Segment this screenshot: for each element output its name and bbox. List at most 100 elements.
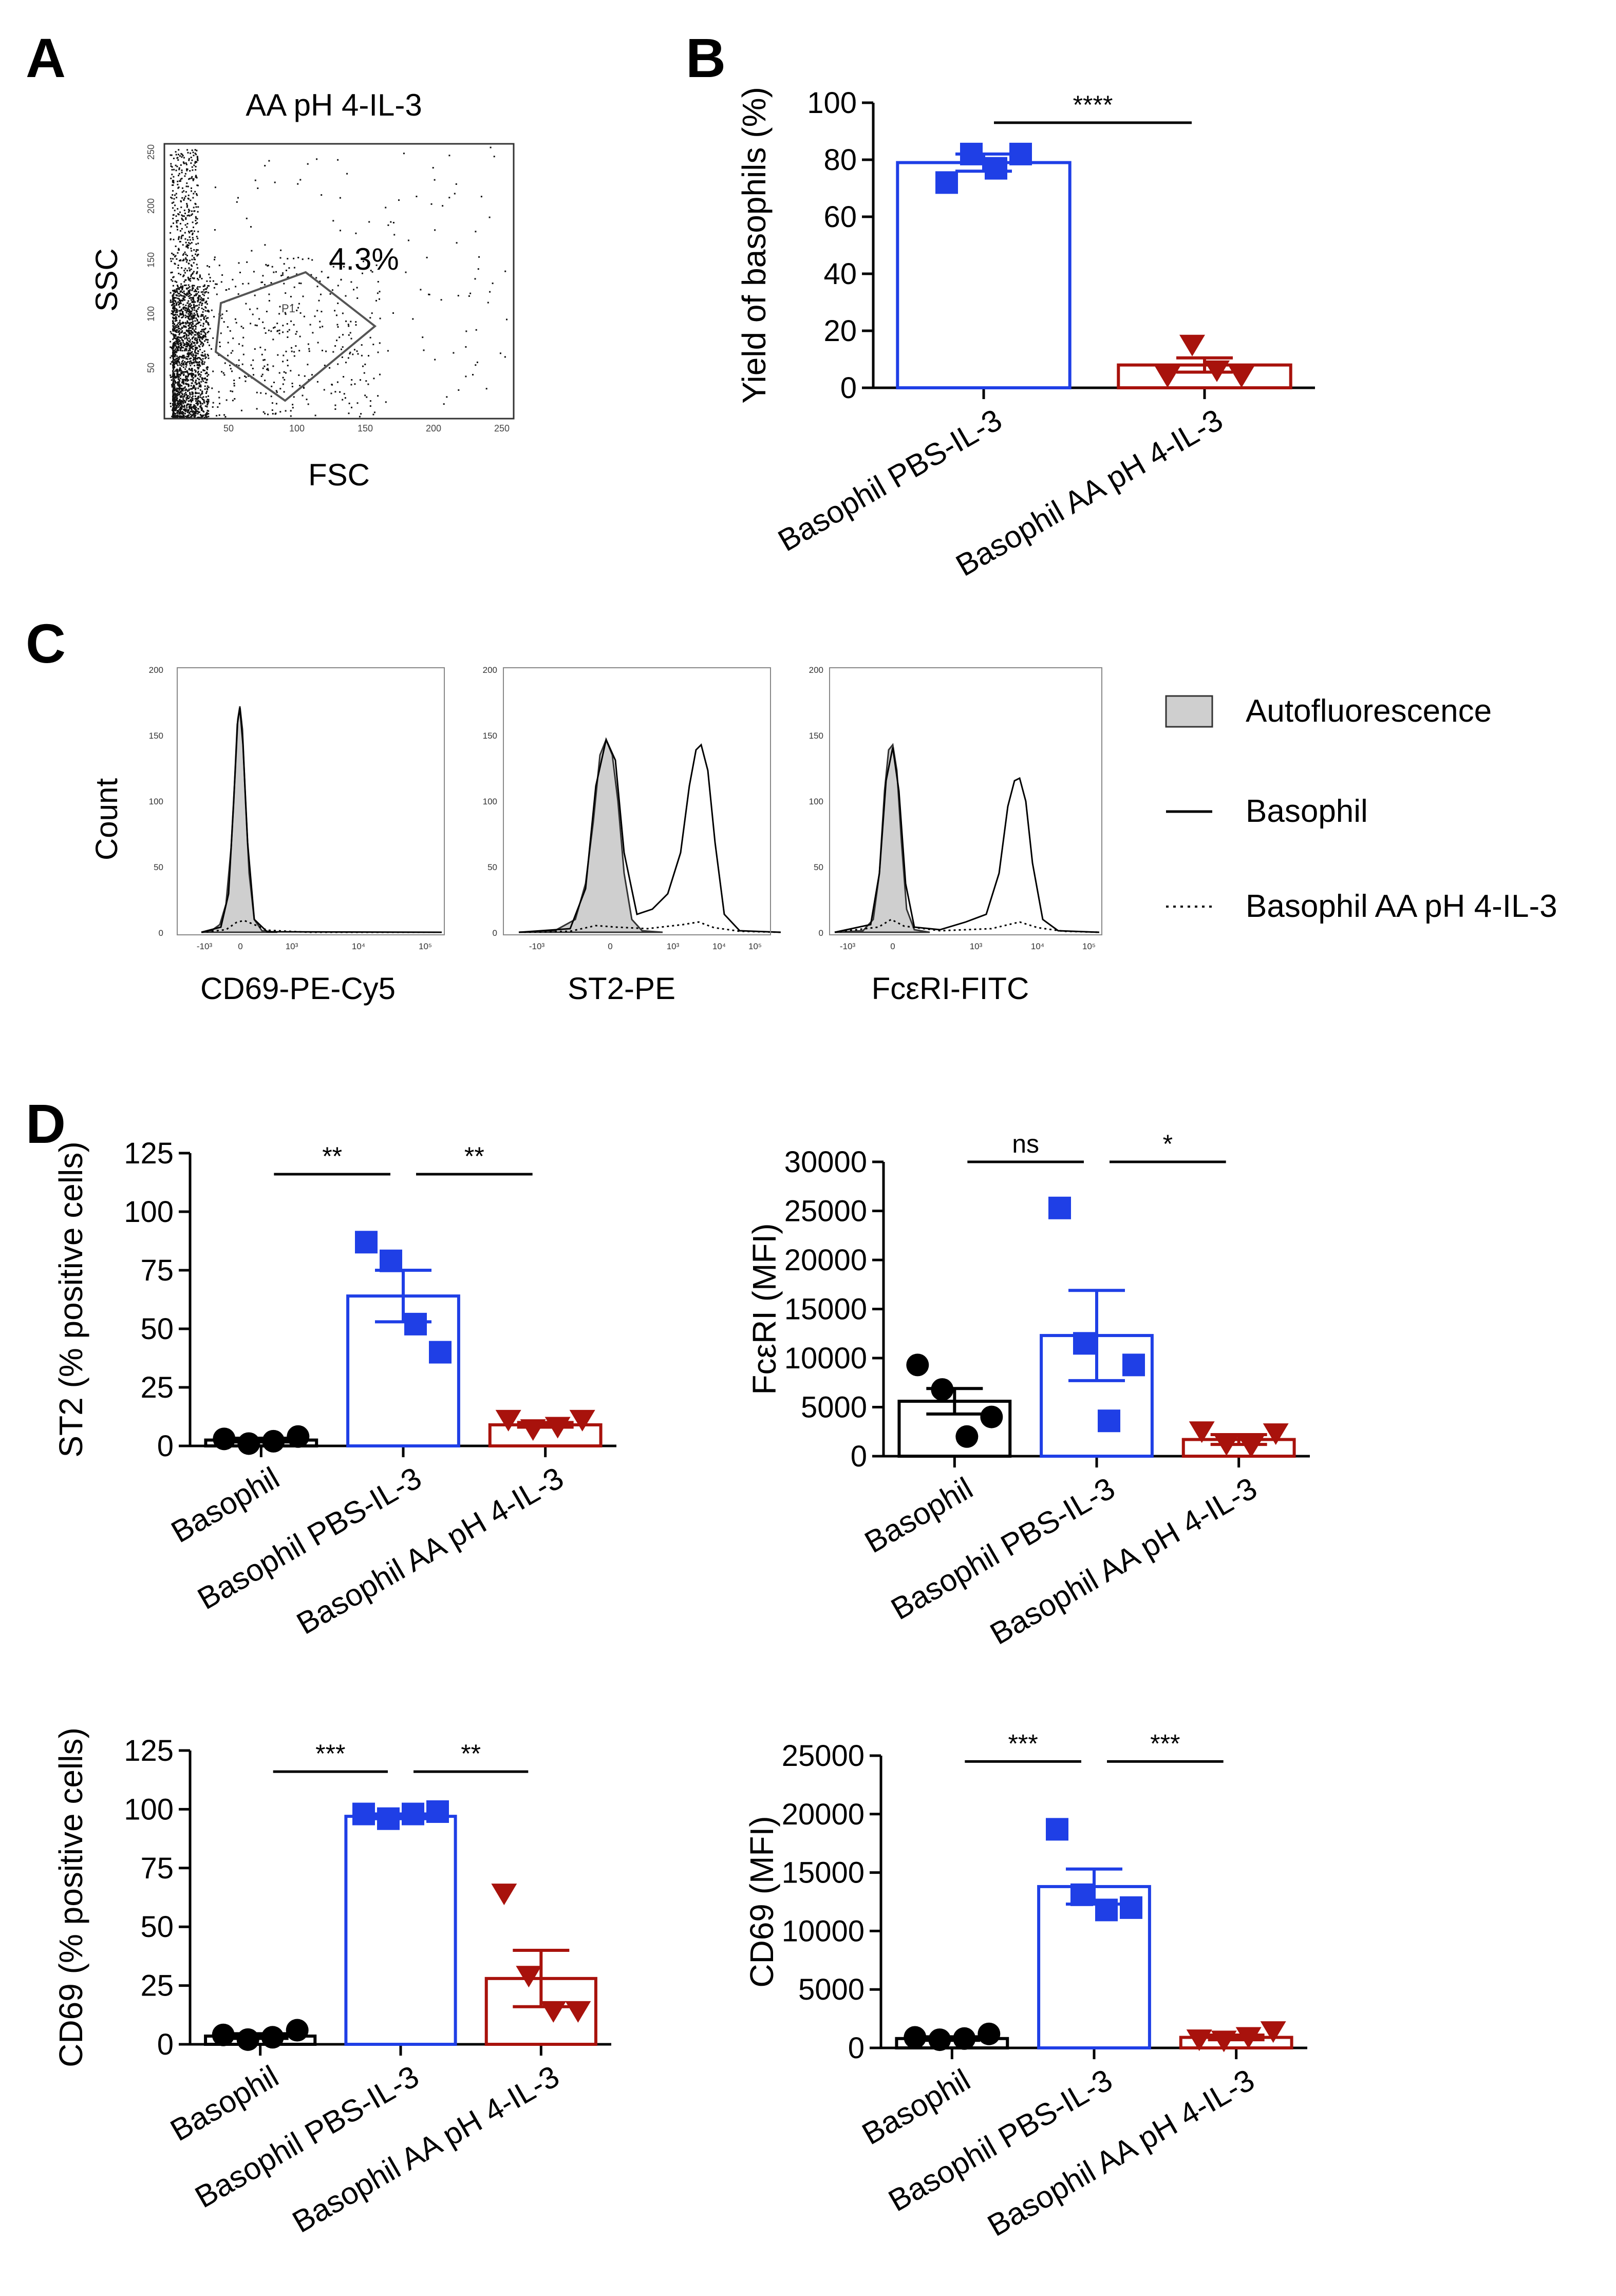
- flow-event-dot: [189, 411, 191, 413]
- flow-event-dot: [189, 306, 191, 308]
- flow-event-dot: [291, 304, 293, 306]
- flow-event-dot: [233, 385, 235, 387]
- data-point: [404, 1312, 427, 1335]
- flow-event-dot: [176, 360, 178, 362]
- flow-event-dot: [299, 335, 301, 337]
- flow-event-dot: [348, 334, 350, 336]
- flow-event-dot: [195, 357, 197, 360]
- flow-event-dot: [204, 340, 206, 342]
- flow-event-dot: [271, 266, 273, 268]
- flow-event-dot: [173, 407, 175, 409]
- flow-event-dot: [192, 152, 194, 154]
- flow-event-dot: [232, 278, 234, 280]
- flow-event-dot: [178, 392, 180, 393]
- flow-event-dot: [184, 232, 186, 234]
- flow-event-dot: [195, 251, 197, 253]
- flow-event-dot: [228, 288, 230, 290]
- flow-event-dot: [188, 343, 190, 345]
- flow-event-dot: [311, 374, 313, 376]
- flow-event-dot: [278, 372, 280, 374]
- flow-event-dot: [208, 413, 210, 415]
- data-point: [1095, 1898, 1118, 1922]
- flow-event-dot: [176, 374, 178, 376]
- flow-event-dot: [472, 374, 474, 375]
- flow-event-dot: [192, 288, 194, 290]
- flow-event-dot: [199, 365, 201, 367]
- flow-event-dot: [504, 356, 506, 358]
- flow-event-dot: [206, 385, 209, 387]
- flow-event-dot: [191, 265, 193, 267]
- flow-event-dot: [185, 349, 187, 351]
- data-point: [980, 1405, 1003, 1428]
- flow-event-dot: [365, 380, 367, 382]
- flow-event-dot: [178, 238, 180, 240]
- flow-event-dot: [230, 368, 232, 370]
- flow-event-dot: [202, 380, 204, 382]
- y-tick-label: 100: [807, 86, 857, 120]
- significance-label: ns: [1012, 1130, 1039, 1158]
- histogram-st2: 0 50 100 150 200 -10³ 0 10³ 10⁴ 10⁵ ST2-…: [483, 665, 781, 1006]
- histogram-x-tick: 10⁴: [712, 942, 726, 951]
- flow-event-dot: [187, 290, 190, 292]
- flow-event-dot: [185, 371, 186, 373]
- data-point: [1098, 1409, 1120, 1433]
- flow-event-dot: [187, 211, 190, 213]
- flow-event-dot: [173, 290, 175, 291]
- flow-event-dot: [170, 165, 172, 167]
- flow-event-dot: [334, 404, 336, 406]
- flow-event-dot: [342, 399, 344, 401]
- flow-event-dot: [292, 404, 294, 406]
- flow-event-dot: [275, 403, 277, 405]
- flow-event-dot: [171, 252, 173, 254]
- flow-event-dot: [285, 350, 287, 352]
- flow-event-dot: [177, 286, 179, 288]
- flow-event-dot: [174, 354, 176, 356]
- flow-event-dot: [180, 373, 182, 375]
- flow-event-dot: [176, 347, 178, 349]
- flow-event-dot: [291, 386, 293, 388]
- flow-event-dot: [187, 356, 190, 357]
- flow-event-dot: [180, 415, 181, 417]
- legend-autofluorescence-swatch: [1165, 695, 1213, 728]
- flow-event-dot: [186, 270, 188, 272]
- flow-event-dot: [198, 304, 200, 306]
- flow-event-dot: [183, 344, 185, 346]
- flow-event-dot: [205, 319, 207, 322]
- data-point: [1229, 366, 1254, 388]
- flow-event-dot: [198, 365, 200, 366]
- flow-event-dot: [185, 383, 187, 385]
- flow-event-dot: [191, 318, 193, 321]
- flow-event-dot: [199, 406, 201, 408]
- flow-event-dot: [179, 378, 181, 380]
- flow-event-dot: [181, 356, 183, 357]
- flow-event-dot: [179, 155, 181, 157]
- flow-event-dot: [303, 315, 305, 317]
- flow-event-dot: [179, 241, 181, 243]
- flow-event-dot: [261, 281, 264, 283]
- flow-event-dot: [195, 370, 197, 372]
- flow-event-dot: [204, 328, 206, 330]
- flow-event-dot: [185, 363, 187, 365]
- flow-event-dot: [177, 229, 178, 231]
- flow-event-dot: [173, 176, 175, 178]
- flow-event-dot: [252, 368, 254, 369]
- flow-event-dot: [205, 400, 208, 402]
- flow-event-dot: [181, 156, 183, 158]
- flow-event-dot: [185, 336, 187, 338]
- flow-event-dot: [186, 405, 187, 407]
- flow-event-dot: [267, 413, 269, 416]
- flow-event-dot: [199, 336, 201, 338]
- flow-event-dot: [370, 270, 372, 272]
- flow-event-dot: [193, 407, 195, 409]
- flow-event-dot: [189, 269, 191, 271]
- flow-event-dot: [264, 412, 266, 415]
- flow-event-dot: [183, 373, 185, 375]
- flow-event-dot: [283, 263, 285, 265]
- flow-event-dot: [312, 332, 314, 334]
- flow-event-dot: [208, 273, 210, 275]
- flow-event-dot: [183, 292, 185, 294]
- flow-event-dot: [179, 259, 181, 261]
- flow-event-dot: [347, 324, 349, 326]
- flow-event-dot: [205, 392, 207, 394]
- flow-event-dot: [182, 371, 184, 373]
